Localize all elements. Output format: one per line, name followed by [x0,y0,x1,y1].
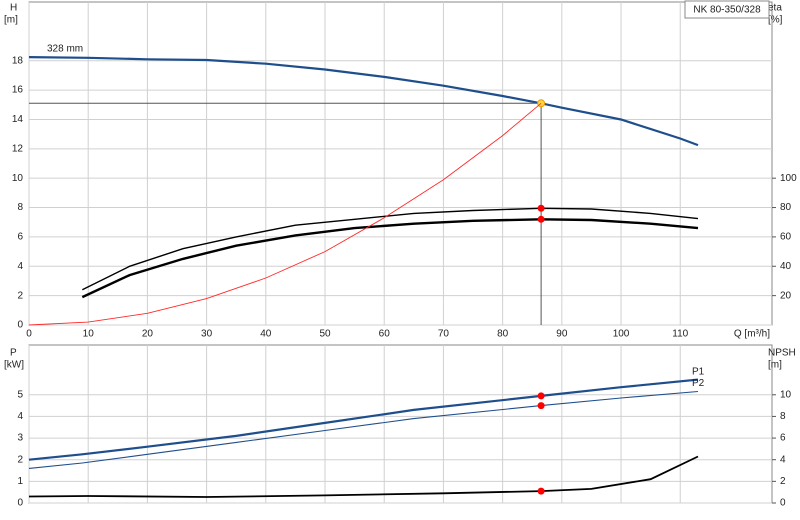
series-line [28,390,699,469]
x-tick-label: 100 [613,329,630,340]
series-line [28,378,699,461]
operating-point [537,204,545,212]
y2-axis-label: eta [768,3,782,14]
y-axis-label: H [10,3,17,14]
y2-tick-label: 60 [780,232,792,243]
y-tick-label: 4 [17,261,23,272]
x-tick-label: 50 [319,329,331,340]
y2-tick-label: 6 [780,433,786,444]
series-label: P2 [692,378,705,389]
series-label: P1 [692,366,705,377]
series-line [81,218,699,299]
y-axis-label: P [10,348,17,359]
y2-tick-label: 0 [780,498,786,509]
y-tick-label: 4 [17,411,23,422]
operating-point [537,215,545,223]
x-tick-label: 80 [497,329,509,340]
y-tick-label: 16 [12,85,24,96]
y2-axis-label: NPSH [768,348,796,359]
y-tick-label: 0 [17,498,23,509]
y2-tick-label: 2 [780,476,786,487]
y2-tick-label: 80 [780,202,792,213]
operating-point [537,392,545,400]
x-tick-label: 60 [379,329,391,340]
y2-axis-unit: [%] [768,15,783,26]
y2-tick-label: 4 [780,454,786,465]
y-tick-label: 5 [17,389,23,400]
y2-axis-unit: [m] [768,360,782,371]
x-tick-label: 30 [201,329,213,340]
series-line [28,56,699,147]
plot-area [28,1,773,326]
series-line [81,207,699,291]
x-tick-label: 110 [672,329,688,340]
y-tick-label: 18 [12,55,24,66]
y-tick-label: 8 [17,202,23,213]
y-tick-label: 14 [12,114,24,125]
x-tick-label: 0 [26,329,32,340]
y-axis-unit: [kW] [4,360,24,371]
x-tick-label: 70 [438,329,450,340]
x-axis-label: Q [m³/h] [734,329,770,340]
y-tick-label: 1 [17,476,23,487]
title-box [684,0,770,19]
y-axis-unit: [m] [4,15,18,26]
y-tick-label: 6 [17,232,23,243]
chart-title: NK 80-350/328 [693,5,761,16]
y2-tick-label: 8 [780,411,786,422]
y2-tick-label: 100 [780,173,797,184]
y-tick-label: 0 [17,320,23,331]
x-tick-label: 90 [556,329,568,340]
x-tick-label: 10 [83,329,95,340]
operating-point [537,487,545,495]
x-tick-label: 20 [142,329,154,340]
y-tick-label: 12 [12,143,24,154]
y-tick-label: 2 [17,454,23,465]
series-line [28,102,542,326]
y-tick-label: 3 [17,433,23,444]
x-tick-label: 40 [260,329,272,340]
y2-tick-label: 40 [780,261,792,272]
plot-area [28,344,773,504]
operating-point [537,402,545,410]
y2-tick-label: 20 [780,290,792,301]
y2-tick-label: 10 [780,389,792,400]
series-line [28,455,699,498]
y-tick-label: 10 [12,173,24,184]
y-tick-label: 2 [17,290,23,301]
series-label: 328 mm [47,44,83,55]
